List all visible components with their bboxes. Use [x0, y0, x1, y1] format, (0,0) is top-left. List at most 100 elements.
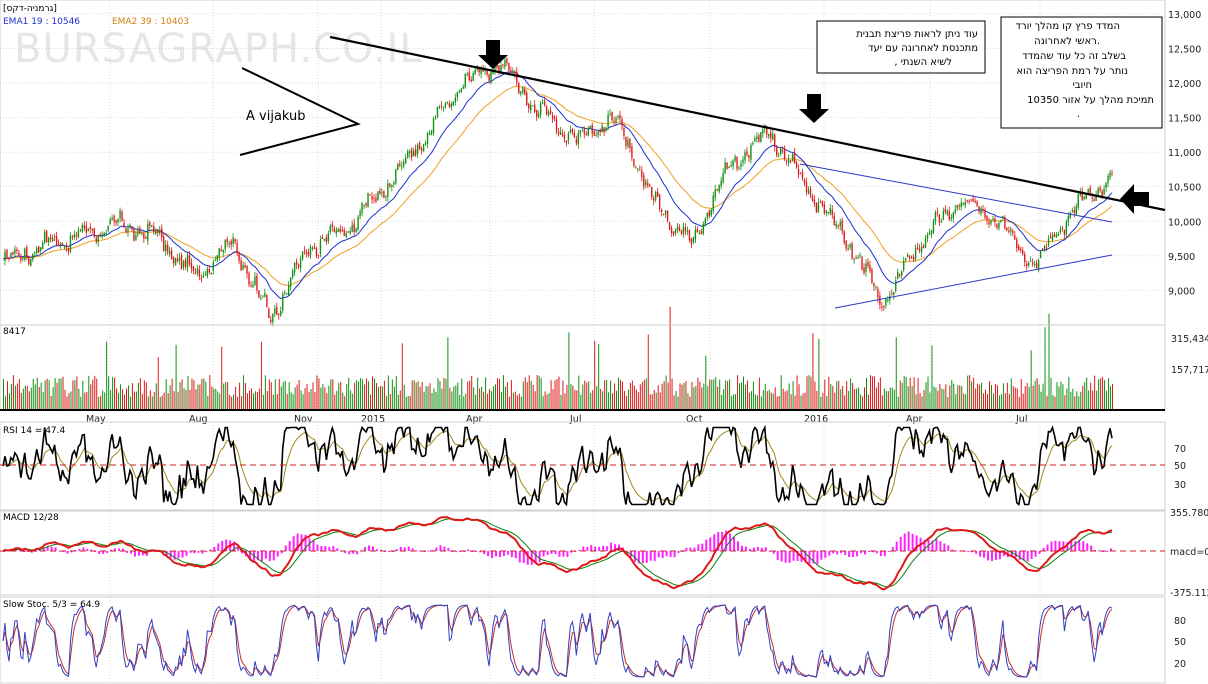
macd-hist-bar	[725, 530, 728, 551]
candle-body	[194, 272, 197, 275]
volume-bar	[241, 396, 243, 409]
candle-body	[268, 308, 270, 319]
candle-body	[682, 226, 685, 234]
candle-body	[549, 110, 552, 114]
volume-bar	[282, 381, 284, 409]
volume-bar	[901, 382, 903, 409]
ema1-line	[2, 71, 1113, 299]
candle-body	[137, 230, 139, 235]
candle-body	[361, 203, 363, 214]
volume-bar	[1080, 391, 1082, 409]
rsi-lines	[2, 424, 1113, 507]
candle-body	[1091, 197, 1093, 199]
macd-hist-bar	[193, 551, 196, 554]
candle-body	[918, 248, 921, 251]
candle-body	[432, 118, 435, 133]
candle-body	[436, 106, 439, 117]
volume-bar	[512, 392, 514, 409]
volume-bar	[437, 378, 439, 409]
volume-bar	[618, 377, 620, 409]
candle-body	[831, 209, 833, 216]
watermark: BURSAGRAPH.CO.IL	[14, 26, 423, 72]
candle-body	[684, 227, 687, 232]
candle-body	[371, 196, 373, 200]
volume-bar	[741, 382, 743, 409]
macd-hist-bar	[26, 551, 29, 552]
volume-bar	[127, 385, 129, 409]
candle-body	[1069, 212, 1072, 219]
volume-bar	[18, 379, 20, 409]
volume-bar	[774, 387, 776, 409]
volume-bar	[429, 383, 431, 409]
candle-body	[329, 226, 332, 232]
macd-hist-bar	[237, 545, 240, 551]
macd-hist-bar	[661, 551, 664, 558]
volume-bar	[1024, 386, 1026, 409]
candle-body	[51, 237, 54, 242]
volume-bar	[619, 379, 621, 409]
candle-body	[135, 235, 137, 241]
volume-bar	[504, 386, 506, 409]
candle-body	[524, 88, 526, 95]
candle-body	[734, 156, 736, 161]
candle-body	[232, 237, 234, 244]
volume-bar	[475, 394, 477, 409]
candle-body	[161, 228, 163, 238]
macd-hist-bar	[514, 551, 517, 559]
macd-hist-bar	[348, 551, 351, 555]
volume-bar	[582, 384, 584, 409]
macd-hist-bar	[1002, 551, 1005, 557]
candle-body	[414, 149, 417, 156]
volume-bar	[820, 396, 822, 409]
macd-hist-bar	[955, 550, 958, 552]
candle-body	[22, 257, 24, 259]
candle-body	[645, 181, 647, 185]
candle-body	[827, 211, 829, 213]
candle-body	[1045, 246, 1048, 248]
volume-bar	[312, 382, 314, 409]
volume-bar	[669, 306, 671, 409]
candle-body	[1073, 209, 1075, 213]
volume-bar	[969, 375, 971, 409]
volume-bar	[867, 394, 869, 409]
pattern-label: A vijakub	[246, 109, 306, 124]
macd-hist-bar	[812, 551, 815, 564]
volume-bar	[3, 379, 4, 409]
candle-body	[742, 159, 744, 163]
candlesticks	[4, 57, 1113, 327]
volume-bar	[1034, 380, 1036, 409]
macd-hist-bar	[126, 551, 129, 553]
volume-bar	[578, 375, 580, 409]
candle-body	[1081, 191, 1083, 201]
candle-body	[147, 223, 149, 241]
candle-body	[817, 202, 820, 213]
candle-body	[601, 125, 603, 133]
candle-body	[466, 74, 468, 76]
volume-bar	[344, 396, 346, 409]
candle-body	[369, 194, 371, 196]
macd-hist-bar	[939, 541, 942, 551]
volume-bar	[463, 396, 465, 409]
date-tick-label: Apr	[906, 414, 923, 425]
volume-bar	[358, 381, 360, 409]
volume-bar	[546, 394, 548, 409]
candle-body	[214, 259, 216, 261]
volume-bar	[489, 389, 491, 409]
candle-body	[240, 260, 242, 271]
candle-body	[401, 166, 403, 168]
volume-bar	[927, 376, 929, 409]
macd-hist-bar	[864, 551, 867, 555]
macd-hist-bar	[403, 547, 406, 551]
candle-body	[629, 138, 631, 149]
candle-body	[533, 104, 536, 112]
volume-bar	[921, 396, 923, 409]
volume-bar	[1094, 375, 1096, 409]
candle-body	[1111, 172, 1113, 175]
ema1-path	[2, 71, 1113, 299]
volume-bar	[42, 392, 44, 409]
macd-hist-bar	[38, 549, 41, 551]
volume-bar	[44, 380, 46, 409]
candle-body	[708, 210, 710, 217]
volume-bar	[725, 380, 727, 409]
